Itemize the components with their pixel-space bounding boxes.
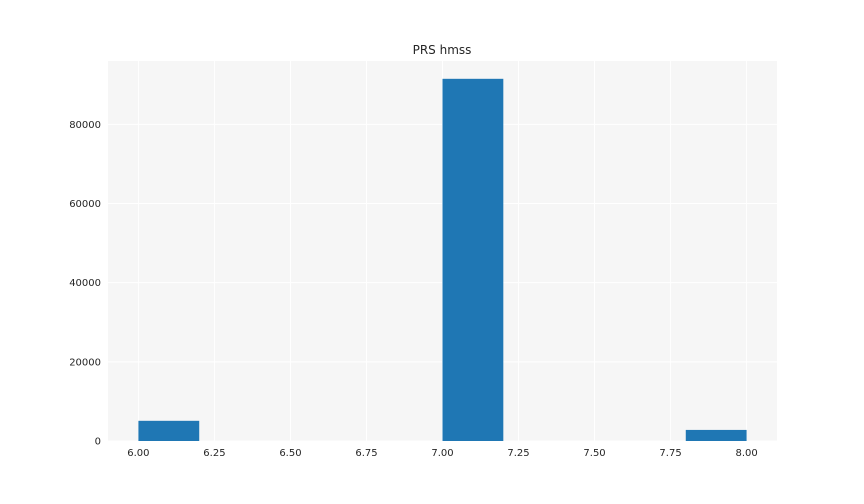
x-tick-label: 7.75 — [659, 448, 681, 459]
x-tick-label: 6.00 — [127, 448, 149, 459]
y-tick-label: 80000 — [69, 120, 101, 131]
x-tick-label: 6.50 — [279, 448, 301, 459]
chart-title: PRS hmss — [413, 43, 472, 57]
plot-area: 6.00 6.25 6.50 6.75 7.00 7.25 7.50 7.75 8.00 0 200… — [69, 61, 777, 459]
y-tick-label: 60000 — [69, 199, 101, 210]
histogram-bar — [442, 78, 504, 441]
x-tick-label: 7.50 — [583, 448, 605, 459]
y-tick-label: 40000 — [69, 278, 101, 289]
x-tick-label: 7.25 — [507, 448, 529, 459]
histogram-bar — [138, 420, 200, 441]
y-tick-label: 20000 — [69, 357, 101, 368]
x-tick-label: 6.75 — [355, 448, 377, 459]
x-tick-label: 6.25 — [203, 448, 225, 459]
y-tick-label: 0 — [95, 437, 101, 448]
histogram-bar — [685, 429, 747, 441]
x-tick-label: 7.00 — [431, 448, 453, 459]
x-tick-label: 8.00 — [735, 448, 757, 459]
